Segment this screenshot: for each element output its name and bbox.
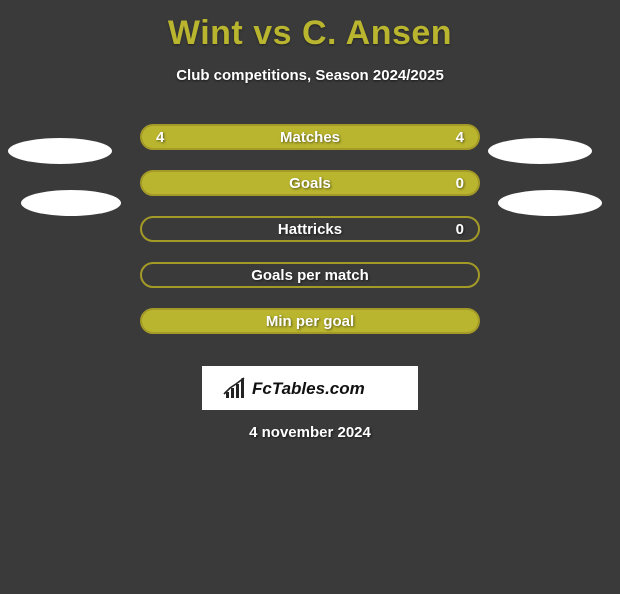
- stat-label: Min per goal: [266, 313, 354, 330]
- stat-bar: Hattricks 0: [140, 216, 480, 242]
- stat-right-value: 0: [456, 175, 464, 192]
- stat-row: Hattricks 0: [0, 216, 620, 262]
- footer-date: 4 november 2024: [249, 424, 371, 441]
- decor-ellipse-left: [21, 190, 121, 216]
- decor-ellipse-left: [8, 138, 112, 164]
- footer-logo: FcTables.com: [202, 366, 418, 410]
- stat-right-value: 4: [456, 129, 464, 146]
- fctables-logo-icon: FcTables.com: [220, 374, 400, 402]
- stat-bar: 4 Matches 4: [140, 124, 480, 150]
- footer-logo-text: FcTables.com: [252, 379, 365, 398]
- page-title: Wint vs C. Ansen: [0, 14, 620, 53]
- stat-row: Goals per match: [0, 262, 620, 308]
- stat-left-value: 4: [156, 129, 164, 146]
- stat-bar: Min per goal: [140, 308, 480, 334]
- stat-right-value: 0: [456, 221, 464, 238]
- stat-bar: Goals per match: [140, 262, 480, 288]
- stat-label: Hattricks: [278, 221, 342, 238]
- stat-bar: Goals 0: [140, 170, 480, 196]
- stat-row: Min per goal: [0, 308, 620, 354]
- stat-label: Matches: [280, 129, 340, 146]
- decor-ellipse-right: [498, 190, 602, 216]
- stat-label: Goals: [289, 175, 331, 192]
- page-subtitle: Club competitions, Season 2024/2025: [0, 67, 620, 84]
- decor-ellipse-right: [488, 138, 592, 164]
- stat-label: Goals per match: [251, 267, 369, 284]
